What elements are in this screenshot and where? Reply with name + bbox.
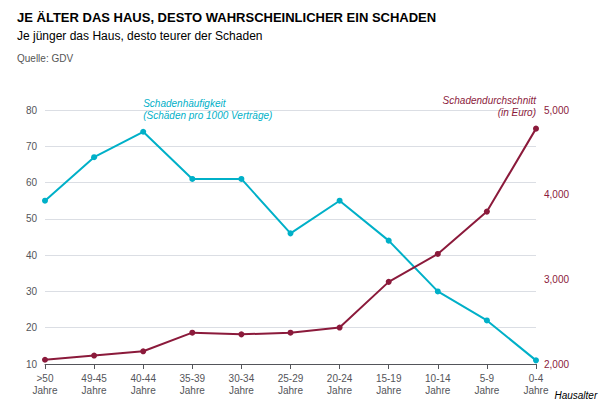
- svg-text:Hausalter: Hausalter: [554, 390, 597, 401]
- svg-text:>50: >50: [37, 373, 54, 384]
- svg-text:Jahre: Jahre: [425, 385, 450, 396]
- svg-text:4,000: 4,000: [544, 189, 569, 200]
- svg-text:15-19: 15-19: [376, 373, 402, 384]
- svg-text:Jahre: Jahre: [376, 385, 401, 396]
- svg-text:Schadendurchschnitt: Schadendurchschnitt: [443, 95, 538, 106]
- svg-text:Schadenhäufigkeit: Schadenhäufigkeit: [143, 98, 227, 109]
- svg-text:Quelle: GDV: Quelle: GDV: [17, 53, 73, 64]
- svg-text:20: 20: [26, 322, 38, 333]
- svg-text:0-4: 0-4: [529, 373, 544, 384]
- svg-text:2,000: 2,000: [544, 359, 569, 370]
- svg-text:60: 60: [26, 177, 38, 188]
- svg-text:40-44: 40-44: [130, 373, 156, 384]
- svg-text:5-9: 5-9: [480, 373, 495, 384]
- svg-text:5,000: 5,000: [544, 105, 569, 116]
- svg-text:80: 80: [26, 105, 38, 116]
- svg-text:Jahre: Jahre: [180, 385, 205, 396]
- svg-text:(in Euro): (in Euro): [498, 107, 536, 118]
- svg-text:70: 70: [26, 141, 38, 152]
- svg-text:35-39: 35-39: [180, 373, 206, 384]
- svg-text:3,000: 3,000: [544, 274, 569, 285]
- svg-text:Jahre: Jahre: [278, 385, 303, 396]
- svg-text:Jahre: Jahre: [474, 385, 499, 396]
- svg-text:(Schäden pro 1000 Verträge): (Schäden pro 1000 Verträge): [143, 110, 272, 121]
- svg-text:49-45: 49-45: [81, 373, 107, 384]
- svg-text:40: 40: [26, 250, 38, 261]
- svg-text:Jahre: Jahre: [523, 385, 548, 396]
- svg-text:Jahre: Jahre: [327, 385, 352, 396]
- svg-text:20-24: 20-24: [327, 373, 353, 384]
- svg-text:Je jünger das Haus, desto teur: Je jünger das Haus, desto teurer der Sch…: [17, 29, 262, 43]
- svg-text:Jahre: Jahre: [32, 385, 57, 396]
- svg-text:50: 50: [26, 213, 38, 224]
- svg-text:10-14: 10-14: [425, 373, 451, 384]
- svg-text:Jahre: Jahre: [229, 385, 254, 396]
- svg-text:10: 10: [26, 359, 38, 370]
- svg-text:JE ÄLTER DAS HAUS, DESTO WAHRS: JE ÄLTER DAS HAUS, DESTO WAHRSCHEINLICHE…: [17, 10, 436, 25]
- svg-text:25-29: 25-29: [278, 373, 304, 384]
- svg-text:30-34: 30-34: [229, 373, 255, 384]
- svg-text:30: 30: [26, 286, 38, 297]
- svg-text:Jahre: Jahre: [131, 385, 156, 396]
- svg-text:Jahre: Jahre: [82, 385, 107, 396]
